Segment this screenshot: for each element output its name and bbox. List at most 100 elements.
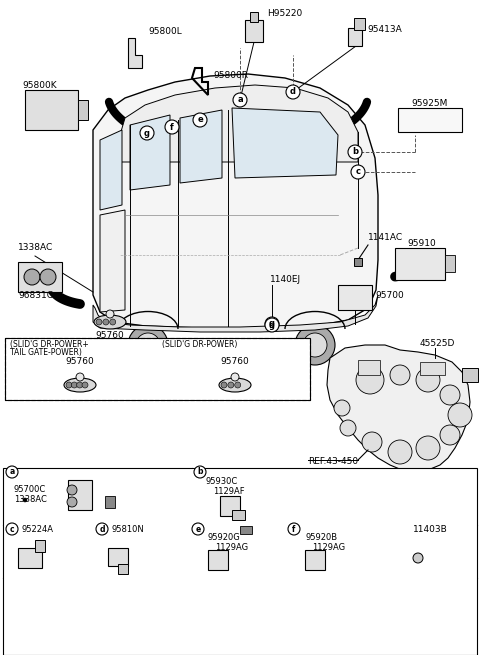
- Text: 95700: 95700: [375, 291, 404, 299]
- Circle shape: [67, 485, 77, 495]
- Polygon shape: [358, 360, 380, 375]
- Text: d: d: [99, 525, 105, 534]
- Circle shape: [416, 368, 440, 392]
- Polygon shape: [5, 338, 310, 400]
- Text: 11403B: 11403B: [413, 525, 447, 534]
- Text: 95800K: 95800K: [22, 81, 57, 90]
- Polygon shape: [232, 108, 338, 178]
- Text: 1338AC: 1338AC: [14, 495, 47, 504]
- Circle shape: [72, 382, 77, 388]
- Text: 95760: 95760: [221, 358, 250, 367]
- Circle shape: [82, 382, 88, 388]
- Polygon shape: [354, 18, 365, 30]
- Polygon shape: [338, 285, 372, 310]
- Text: b: b: [352, 147, 358, 157]
- Polygon shape: [305, 550, 325, 570]
- Polygon shape: [130, 115, 170, 190]
- Polygon shape: [354, 258, 362, 266]
- Polygon shape: [420, 362, 445, 375]
- Text: d: d: [290, 88, 296, 96]
- Circle shape: [356, 366, 384, 394]
- Text: 1129AG: 1129AG: [215, 542, 248, 552]
- Text: 95920G: 95920G: [208, 534, 241, 542]
- Text: b: b: [197, 468, 203, 476]
- Circle shape: [334, 400, 350, 416]
- Text: (SLID'G DR-POWER+: (SLID'G DR-POWER+: [10, 339, 89, 348]
- Polygon shape: [3, 468, 477, 655]
- Polygon shape: [395, 248, 445, 280]
- Circle shape: [303, 333, 327, 357]
- Polygon shape: [93, 295, 378, 332]
- Polygon shape: [445, 255, 455, 272]
- Text: 1140EJ: 1140EJ: [270, 276, 301, 284]
- Text: a: a: [10, 468, 14, 476]
- Circle shape: [40, 269, 56, 285]
- Polygon shape: [250, 12, 258, 22]
- Circle shape: [77, 382, 83, 388]
- Text: 95800R: 95800R: [213, 71, 248, 79]
- Text: 95930C: 95930C: [205, 477, 237, 487]
- Polygon shape: [232, 510, 245, 520]
- Circle shape: [24, 269, 40, 285]
- Circle shape: [23, 498, 27, 502]
- Circle shape: [340, 420, 356, 436]
- Text: a: a: [237, 96, 243, 105]
- Text: 1338AC: 1338AC: [18, 244, 53, 252]
- Text: 1141AC: 1141AC: [368, 233, 403, 242]
- Polygon shape: [25, 90, 78, 130]
- Circle shape: [265, 318, 279, 332]
- Polygon shape: [327, 345, 470, 472]
- Text: 95413A: 95413A: [367, 26, 402, 35]
- Polygon shape: [245, 20, 263, 42]
- Polygon shape: [18, 548, 42, 568]
- Circle shape: [286, 85, 300, 99]
- Ellipse shape: [64, 378, 96, 392]
- Circle shape: [231, 373, 239, 381]
- Circle shape: [76, 373, 84, 381]
- Text: c: c: [10, 525, 14, 534]
- Polygon shape: [128, 38, 142, 68]
- Text: 95910: 95910: [407, 240, 436, 248]
- Text: g: g: [269, 320, 275, 329]
- Circle shape: [193, 113, 207, 127]
- Circle shape: [233, 93, 247, 107]
- Text: 95760: 95760: [66, 358, 95, 367]
- Text: 95800L: 95800L: [148, 28, 182, 37]
- Circle shape: [103, 319, 109, 325]
- Text: 95810N: 95810N: [112, 525, 145, 534]
- Circle shape: [110, 319, 116, 325]
- Polygon shape: [348, 28, 362, 46]
- Circle shape: [192, 523, 204, 535]
- Circle shape: [390, 365, 410, 385]
- Text: 95224A: 95224A: [22, 525, 54, 534]
- Circle shape: [140, 126, 154, 140]
- Polygon shape: [180, 110, 222, 183]
- Text: g: g: [144, 128, 150, 138]
- Text: 95920B: 95920B: [305, 534, 337, 542]
- Ellipse shape: [219, 378, 251, 392]
- Circle shape: [235, 382, 240, 388]
- Circle shape: [128, 325, 168, 365]
- Polygon shape: [220, 496, 240, 516]
- Text: f: f: [292, 525, 296, 534]
- Circle shape: [106, 310, 114, 318]
- Polygon shape: [398, 108, 462, 132]
- Polygon shape: [68, 480, 92, 510]
- Polygon shape: [120, 85, 358, 162]
- Text: H95220: H95220: [267, 10, 302, 18]
- Circle shape: [6, 466, 18, 478]
- Text: f: f: [170, 122, 174, 132]
- Text: REF.43-450: REF.43-450: [308, 457, 358, 466]
- Text: 95925M: 95925M: [412, 100, 448, 109]
- Circle shape: [265, 317, 279, 331]
- Circle shape: [413, 553, 423, 563]
- Polygon shape: [105, 496, 115, 508]
- Polygon shape: [108, 548, 128, 566]
- Polygon shape: [208, 550, 228, 570]
- Polygon shape: [118, 564, 128, 574]
- Circle shape: [295, 325, 335, 365]
- Circle shape: [66, 382, 72, 388]
- Text: 95760: 95760: [96, 331, 124, 339]
- Circle shape: [362, 432, 382, 452]
- Circle shape: [6, 523, 18, 535]
